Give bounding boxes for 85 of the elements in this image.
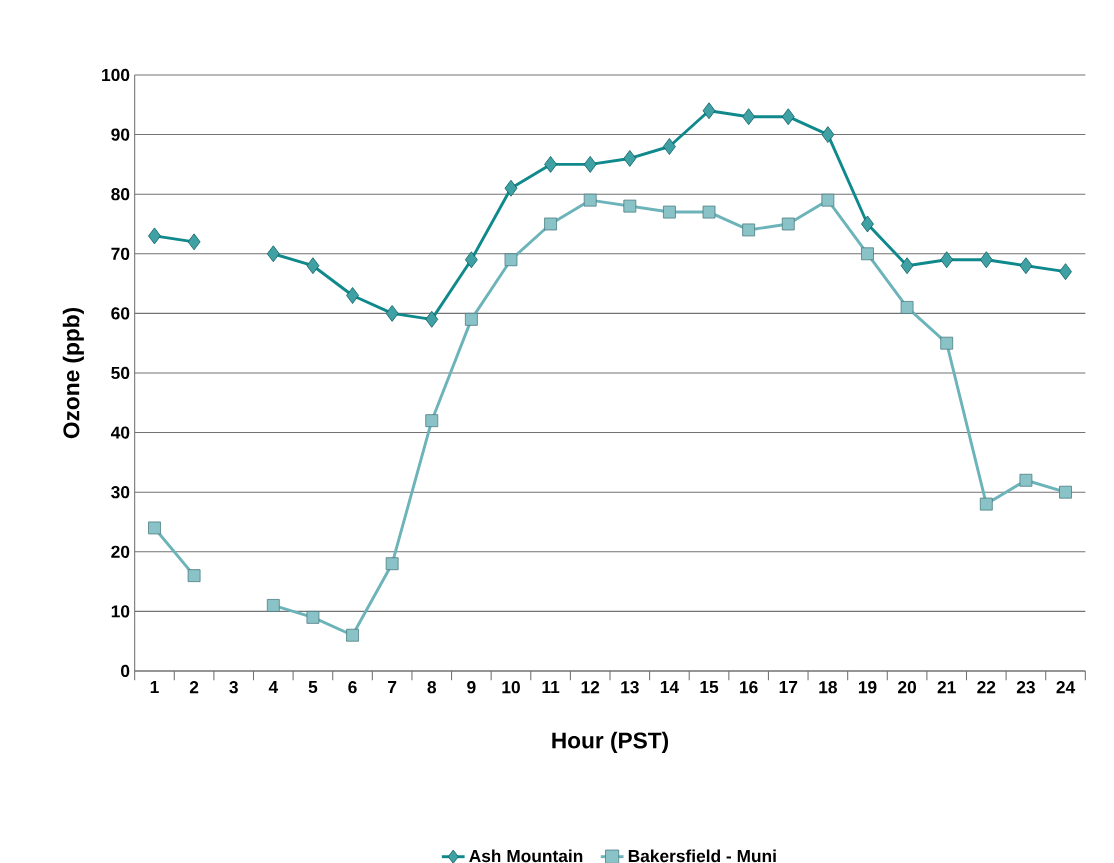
y-tick-label: 70 xyxy=(111,247,130,260)
point xyxy=(544,155,557,173)
y-tick-label: 100 xyxy=(102,68,130,82)
y-axis-title: Ozone (ppb) xyxy=(62,308,84,439)
point xyxy=(583,193,597,207)
point xyxy=(544,217,557,231)
point xyxy=(464,251,478,269)
point xyxy=(979,251,993,269)
x-tick-label: 11 xyxy=(542,681,560,693)
point xyxy=(504,179,518,197)
point xyxy=(148,227,161,245)
x-tick-label: 19 xyxy=(858,681,877,694)
point xyxy=(464,312,478,326)
x-tick-label: 1 xyxy=(150,681,159,693)
y-tick-label: 20 xyxy=(111,545,130,558)
point xyxy=(940,336,954,350)
x-tick-label: 8 xyxy=(427,681,437,694)
point xyxy=(266,245,280,263)
y-tick-label: 50 xyxy=(111,366,130,380)
point xyxy=(702,205,716,219)
point xyxy=(663,138,676,155)
x-tick-label: 17 xyxy=(779,681,798,693)
point xyxy=(1059,263,1072,281)
point xyxy=(187,233,201,251)
x-tick-label: 16 xyxy=(740,681,758,694)
y-tick-label: 30 xyxy=(111,486,130,499)
x-tick-label: 7 xyxy=(388,681,397,693)
point xyxy=(346,628,359,642)
point xyxy=(702,102,716,120)
x-tick-label: 10 xyxy=(502,681,520,694)
x-axis-title: Hour (PST) xyxy=(552,731,669,753)
point xyxy=(861,215,874,233)
point xyxy=(861,247,874,261)
x-tick-label: 23 xyxy=(1016,681,1035,694)
x-tick-label: 24 xyxy=(1056,681,1076,694)
point xyxy=(425,310,439,328)
legend-label: Ash Mountain xyxy=(469,849,583,863)
point xyxy=(623,199,637,213)
y-tick-label: 60 xyxy=(111,307,130,320)
point xyxy=(940,251,954,269)
x-tick-label: 2 xyxy=(189,681,199,694)
x-tick-label: 13 xyxy=(621,681,639,694)
point xyxy=(1019,257,1033,275)
point xyxy=(583,155,597,173)
y-tick-label: 40 xyxy=(110,426,130,439)
point xyxy=(346,287,359,304)
x-tick-label: 9 xyxy=(467,681,476,694)
x-tick-label: 12 xyxy=(581,681,600,694)
y-tick-label: 90 xyxy=(111,128,130,141)
point xyxy=(742,108,756,126)
point xyxy=(1059,485,1072,499)
point xyxy=(187,569,201,583)
point xyxy=(821,193,835,207)
point xyxy=(623,150,637,167)
x-tick-label: 3 xyxy=(229,681,238,694)
y-tick-label: 10 xyxy=(111,605,130,618)
point xyxy=(781,217,795,231)
legend-label: Bakersfield - Muni xyxy=(628,849,776,863)
point xyxy=(979,497,993,511)
x-tick-label: 6 xyxy=(348,681,357,694)
point xyxy=(900,257,914,275)
point xyxy=(306,610,320,624)
x-tick-label: 18 xyxy=(819,681,837,694)
x-tick-label: 20 xyxy=(898,681,917,694)
x-tick-label: 14 xyxy=(660,681,679,693)
y-tick-label: 80 xyxy=(111,188,130,201)
x-tick-label: 22 xyxy=(977,681,996,694)
point xyxy=(742,223,756,237)
point xyxy=(900,301,914,314)
point xyxy=(781,108,795,126)
point xyxy=(385,557,399,571)
x-tick-label: 21 xyxy=(937,681,956,694)
point xyxy=(821,126,835,143)
y-tick-label: 0 xyxy=(121,664,130,678)
point xyxy=(306,257,320,275)
x-tick-label: 5 xyxy=(308,681,318,694)
point xyxy=(663,205,676,219)
point xyxy=(385,304,399,322)
x-tick-label: 4 xyxy=(268,681,279,693)
point xyxy=(148,521,161,535)
point xyxy=(504,253,518,267)
point xyxy=(1019,473,1033,487)
x-tick-label: 15 xyxy=(700,681,719,694)
point xyxy=(266,599,280,612)
point xyxy=(425,414,439,428)
